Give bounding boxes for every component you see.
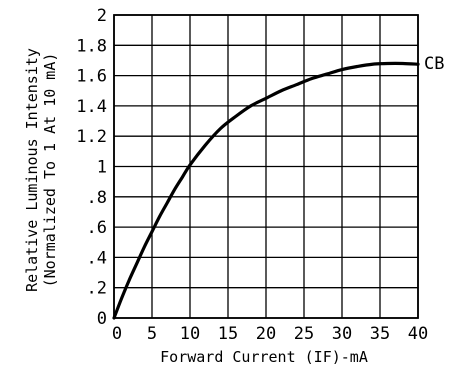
x-tick-label: 15 — [218, 324, 238, 344]
x-tick-label: 0 — [112, 324, 122, 344]
y-tick-label: 1 — [97, 158, 107, 178]
x-tick-label: 35 — [370, 324, 390, 344]
y-axis-title-line-2: (Normalized To 1 At 10 mA) — [41, 53, 59, 288]
series-line-cb — [112, 61, 420, 320]
y-tick-label: .6 — [87, 218, 107, 238]
series-layer: CB — [112, 54, 444, 320]
x-tick-label: 5 — [147, 324, 157, 344]
x-tick-label: 30 — [332, 324, 352, 344]
plot-border — [113, 14, 419, 319]
y-tick-label: 1.4 — [76, 97, 107, 117]
y-tick-label: 1.6 — [76, 67, 107, 87]
tick-labels: 0 5 10 15 20 25 30 35 40 0 .2 .4 .6 .8 1 1.2 1.4 1.6 1.8 2 — [76, 6, 428, 344]
y-tick-label: 1.2 — [76, 127, 107, 147]
y-tick-label: 2 — [97, 6, 107, 26]
y-axis-title-line-1: Relative Luminous Intensity — [23, 48, 41, 292]
series-label-cb: CB — [424, 54, 444, 74]
x-tick-label: 20 — [256, 324, 276, 344]
y-tick-label: 1.8 — [76, 36, 107, 56]
grid — [113, 14, 419, 319]
y-axis-title: Relative Luminous Intensity (Normalized … — [23, 48, 59, 292]
x-tick-label: 10 — [180, 324, 200, 344]
y-tick-label: .8 — [87, 188, 107, 208]
x-tick-label: 40 — [408, 324, 428, 344]
x-tick-label: 25 — [294, 324, 314, 344]
x-axis-title: Forward Current (IF)-mA — [160, 348, 368, 366]
y-tick-label: .2 — [87, 279, 107, 299]
y-tick-label: 0 — [97, 309, 107, 329]
y-tick-label: .4 — [87, 248, 107, 268]
